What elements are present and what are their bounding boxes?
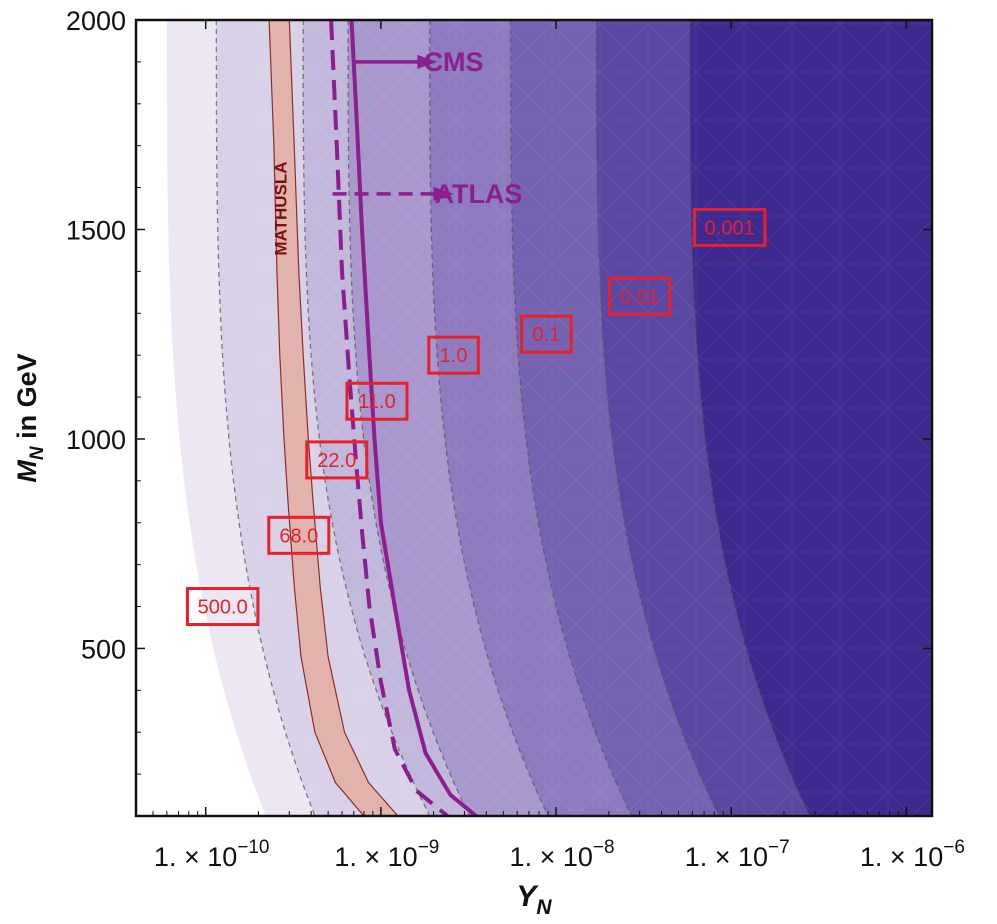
contour-label-box	[692, 207, 767, 247]
y-tick-label-3: 1500	[66, 215, 126, 245]
x-tick-exponent: −9	[418, 837, 440, 858]
contour-labels: 500.0 68.0 22.0 11.0 1.0 0.1 0.01 0.001	[185, 207, 767, 627]
x-tick-label-1: 1. × 10−10	[154, 837, 270, 872]
x-tick-mantissa: 1. × 10	[334, 842, 417, 872]
x-tick-label-3: 1. × 10−8	[510, 837, 615, 872]
mathusla-band: MATHUSLA	[268, 20, 399, 816]
contour-label-2: 68.0	[267, 515, 331, 555]
x-tick-exponent: −10	[237, 837, 269, 858]
contour-label-box	[427, 335, 480, 375]
mathusla-region	[268, 20, 399, 816]
y-axis-title-sub: N	[27, 445, 48, 460]
contour-label-text: 22.0	[317, 450, 356, 472]
plot-area: MATHUSLA CMS ATLAS 500.0 68.0 22.0 11.0 1.0 0.…	[134, 18, 934, 818]
contour-label-text: 500.0	[198, 597, 248, 619]
x-tick-mantissa: 1. × 10	[860, 842, 943, 872]
legend: CMS ATLAS	[332, 47, 522, 209]
x-tick-exponent: −7	[768, 837, 790, 858]
contour-label-box	[305, 440, 369, 480]
contour-label-1: 500.0	[185, 587, 260, 627]
contour-label-text: 68.0	[279, 525, 318, 547]
hatch-overlay	[136, 20, 932, 816]
contour-label-box	[520, 314, 573, 354]
contour-label-8: 0.001	[692, 207, 767, 247]
series-atlas-line	[329, 20, 449, 816]
x-tick-label-5: 1. × 10−6	[860, 837, 965, 872]
y-axis-title: MN in GeV	[12, 353, 48, 482]
x-axis-title-main: Y	[516, 880, 539, 913]
y-tick-label-1: 500	[81, 634, 126, 664]
x-tick-mantissa: 1. × 10	[154, 842, 237, 872]
x-axis-title-sub: N	[536, 896, 552, 919]
y-axis-title-main: M	[12, 460, 42, 483]
contour-label-text: 0.01	[620, 287, 659, 309]
plot-frame	[134, 18, 934, 818]
mathusla-label: MATHUSLA	[272, 161, 291, 255]
contour-label-box	[185, 587, 260, 627]
contour-label-4: 11.0	[345, 381, 409, 421]
legend-cms-arrowhead	[417, 54, 438, 69]
y-tick-label-2: 1000	[66, 425, 126, 455]
y-tick-label-4: 2000	[66, 6, 126, 36]
contour-label-text: 0.001	[705, 217, 755, 239]
contour-label-text: 1.0	[440, 345, 468, 367]
x-tick-label-2: 1. × 10−9	[334, 837, 439, 872]
x-tick-exponent: −8	[593, 837, 615, 858]
contour-label-box	[608, 277, 672, 317]
x-tick-mantissa: 1. × 10	[685, 842, 768, 872]
legend-atlas-arrowhead	[433, 186, 454, 201]
x-tick-label-4: 1. × 10−7	[685, 837, 790, 872]
series-cms-line	[349, 20, 478, 816]
contour-label-text: 11.0	[358, 391, 395, 413]
x-tick-exponent: −6	[943, 837, 965, 858]
x-tick-mantissa: 1. × 10	[510, 842, 593, 872]
series-lines	[329, 20, 478, 816]
y-axis-title-rest: in GeV	[12, 353, 42, 446]
legend-atlas-label: ATLAS	[434, 179, 522, 209]
contour-label-text: 0.1	[532, 324, 560, 346]
legend-cms-label: CMS	[424, 47, 484, 77]
contour-label-7: 0.01	[608, 277, 672, 317]
x-axis-title: YN	[516, 880, 552, 919]
y-axis: 500 1000 1500 2000	[66, 6, 932, 775]
contour-label-box	[345, 381, 409, 421]
contour-label-6: 0.1	[520, 314, 573, 354]
contour-label-3: 22.0	[305, 440, 369, 480]
x-axis: 1. × 10−10 1. × 10−9 1. × 10−8 1. × 10−7 1. …	[135, 20, 965, 872]
contour-label-box	[267, 515, 331, 555]
contour-label-5: 1.0	[427, 335, 480, 375]
